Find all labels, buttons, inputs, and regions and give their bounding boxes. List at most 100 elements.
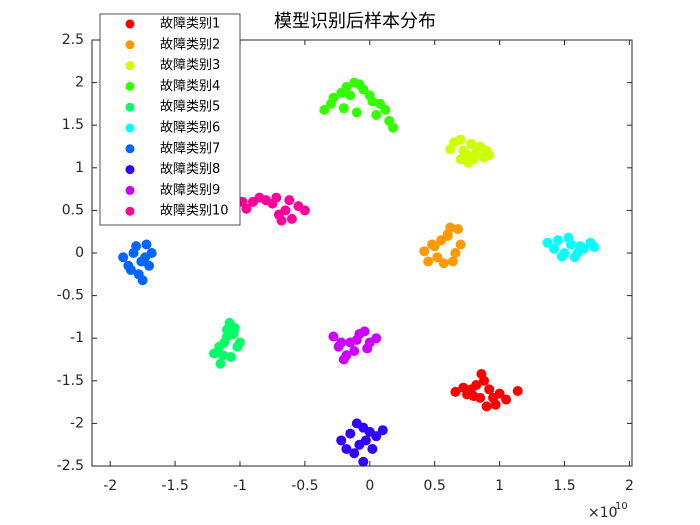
x-tick-label: -0.5 bbox=[291, 478, 318, 494]
scatter-point bbox=[371, 431, 382, 442]
legend-label: 故障类别3 bbox=[160, 58, 220, 73]
x-tick-label: -2 bbox=[103, 478, 117, 494]
scatter-point bbox=[438, 258, 449, 269]
scatter-point bbox=[479, 375, 490, 386]
scatter-point bbox=[137, 275, 148, 286]
scatter-point bbox=[349, 448, 360, 459]
legend-marker bbox=[125, 61, 135, 71]
legend-marker bbox=[125, 123, 135, 133]
scatter-point bbox=[563, 232, 574, 243]
y-tick-label: -2 bbox=[70, 415, 84, 431]
scatter-point bbox=[455, 154, 466, 165]
scatter-point bbox=[471, 147, 482, 158]
x-tick-label: 2 bbox=[625, 478, 634, 494]
scatter-point bbox=[542, 237, 553, 248]
scatter-point bbox=[118, 252, 129, 263]
scatter-point bbox=[362, 343, 373, 354]
scatter-point bbox=[131, 241, 142, 252]
scatter-point bbox=[351, 107, 362, 118]
legend-label: 故障类别5 bbox=[160, 100, 220, 115]
x-tick-label: 0.5 bbox=[424, 478, 446, 494]
scatter-point bbox=[481, 401, 492, 412]
legend-marker bbox=[125, 19, 135, 29]
scatter-point bbox=[388, 122, 399, 133]
scatter-point bbox=[572, 248, 583, 258]
scatter-point bbox=[455, 134, 466, 145]
scatter-point bbox=[589, 242, 600, 253]
scatter-point bbox=[218, 350, 229, 361]
scatter-point bbox=[423, 256, 434, 267]
scatter-point bbox=[380, 104, 391, 115]
x-tick-label: 1 bbox=[495, 478, 504, 494]
scatter-point bbox=[450, 248, 461, 258]
scatter-point bbox=[341, 443, 352, 454]
legend-marker bbox=[125, 165, 135, 175]
legend-label: 故障类别10 bbox=[160, 204, 229, 219]
scatter-point bbox=[214, 341, 225, 352]
legend-label: 故障类别4 bbox=[160, 79, 220, 94]
x-tick-label: -1.5 bbox=[161, 478, 188, 494]
scatter-point bbox=[215, 358, 226, 369]
scatter-point bbox=[140, 252, 151, 263]
scatter-point bbox=[345, 90, 356, 101]
scatter-point bbox=[229, 322, 240, 333]
legend-marker bbox=[125, 102, 135, 112]
y-tick-label: 0 bbox=[75, 245, 84, 261]
scatter-point bbox=[358, 456, 369, 467]
y-tick-label: 2.5 bbox=[62, 32, 84, 48]
scatter-point bbox=[553, 235, 564, 246]
legend-label: 故障类别6 bbox=[160, 121, 220, 136]
x-tick-label: -1 bbox=[233, 478, 247, 494]
scatter-point bbox=[328, 92, 339, 103]
scatter-point bbox=[442, 229, 453, 240]
scatter-point bbox=[125, 265, 136, 276]
scatter-point bbox=[222, 331, 232, 342]
legend-label: 故障类别7 bbox=[160, 141, 220, 156]
scatter-point bbox=[512, 386, 523, 397]
legend-marker bbox=[125, 40, 135, 50]
scatter-point bbox=[341, 81, 352, 92]
scatter-point bbox=[345, 428, 356, 439]
y-tick-label: -2.5 bbox=[57, 458, 84, 474]
scatter-point bbox=[481, 145, 492, 156]
scatter-point bbox=[359, 326, 370, 337]
scatter-point bbox=[549, 243, 560, 254]
legend-label: 故障类别1 bbox=[160, 17, 220, 32]
scatter-point bbox=[432, 252, 443, 263]
legend-marker bbox=[125, 206, 135, 216]
scatter-point bbox=[360, 435, 371, 446]
chart-title: 模型识别后样本分布 bbox=[274, 11, 436, 32]
scatter-point bbox=[280, 205, 291, 216]
scatter-point bbox=[328, 331, 339, 342]
scatter-point bbox=[463, 157, 474, 168]
scatter-point bbox=[427, 239, 438, 250]
legend-marker bbox=[125, 185, 135, 195]
scatter-point bbox=[371, 333, 382, 344]
scatter-point bbox=[319, 104, 330, 115]
scatter-point bbox=[494, 388, 505, 399]
y-tick-label: 0.5 bbox=[62, 202, 84, 218]
scatter-point bbox=[367, 96, 378, 107]
scatter-point bbox=[234, 337, 245, 348]
legend-label: 故障类别8 bbox=[160, 162, 220, 177]
scatter-point bbox=[286, 213, 297, 224]
scatter-point bbox=[471, 380, 482, 391]
scatter-point bbox=[377, 425, 388, 436]
scatter-point bbox=[336, 337, 347, 348]
scatter-point bbox=[271, 192, 282, 203]
scatter-point bbox=[556, 251, 567, 262]
scatter-point bbox=[225, 351, 236, 362]
scatter-point bbox=[447, 256, 458, 267]
y-tick-label: -0.5 bbox=[57, 288, 84, 304]
y-tick-label: 2 bbox=[75, 75, 84, 91]
scatter-point bbox=[141, 239, 152, 250]
scatter-point bbox=[462, 389, 473, 400]
x-tick-label: 0 bbox=[365, 478, 374, 494]
legend-label: 故障类别9 bbox=[160, 183, 220, 198]
scatter-point bbox=[455, 239, 466, 250]
legend-box bbox=[99, 13, 241, 226]
legend-label: 故障类别2 bbox=[160, 37, 220, 52]
y-tick-label: 1.5 bbox=[62, 117, 84, 133]
legend-marker bbox=[125, 144, 135, 154]
